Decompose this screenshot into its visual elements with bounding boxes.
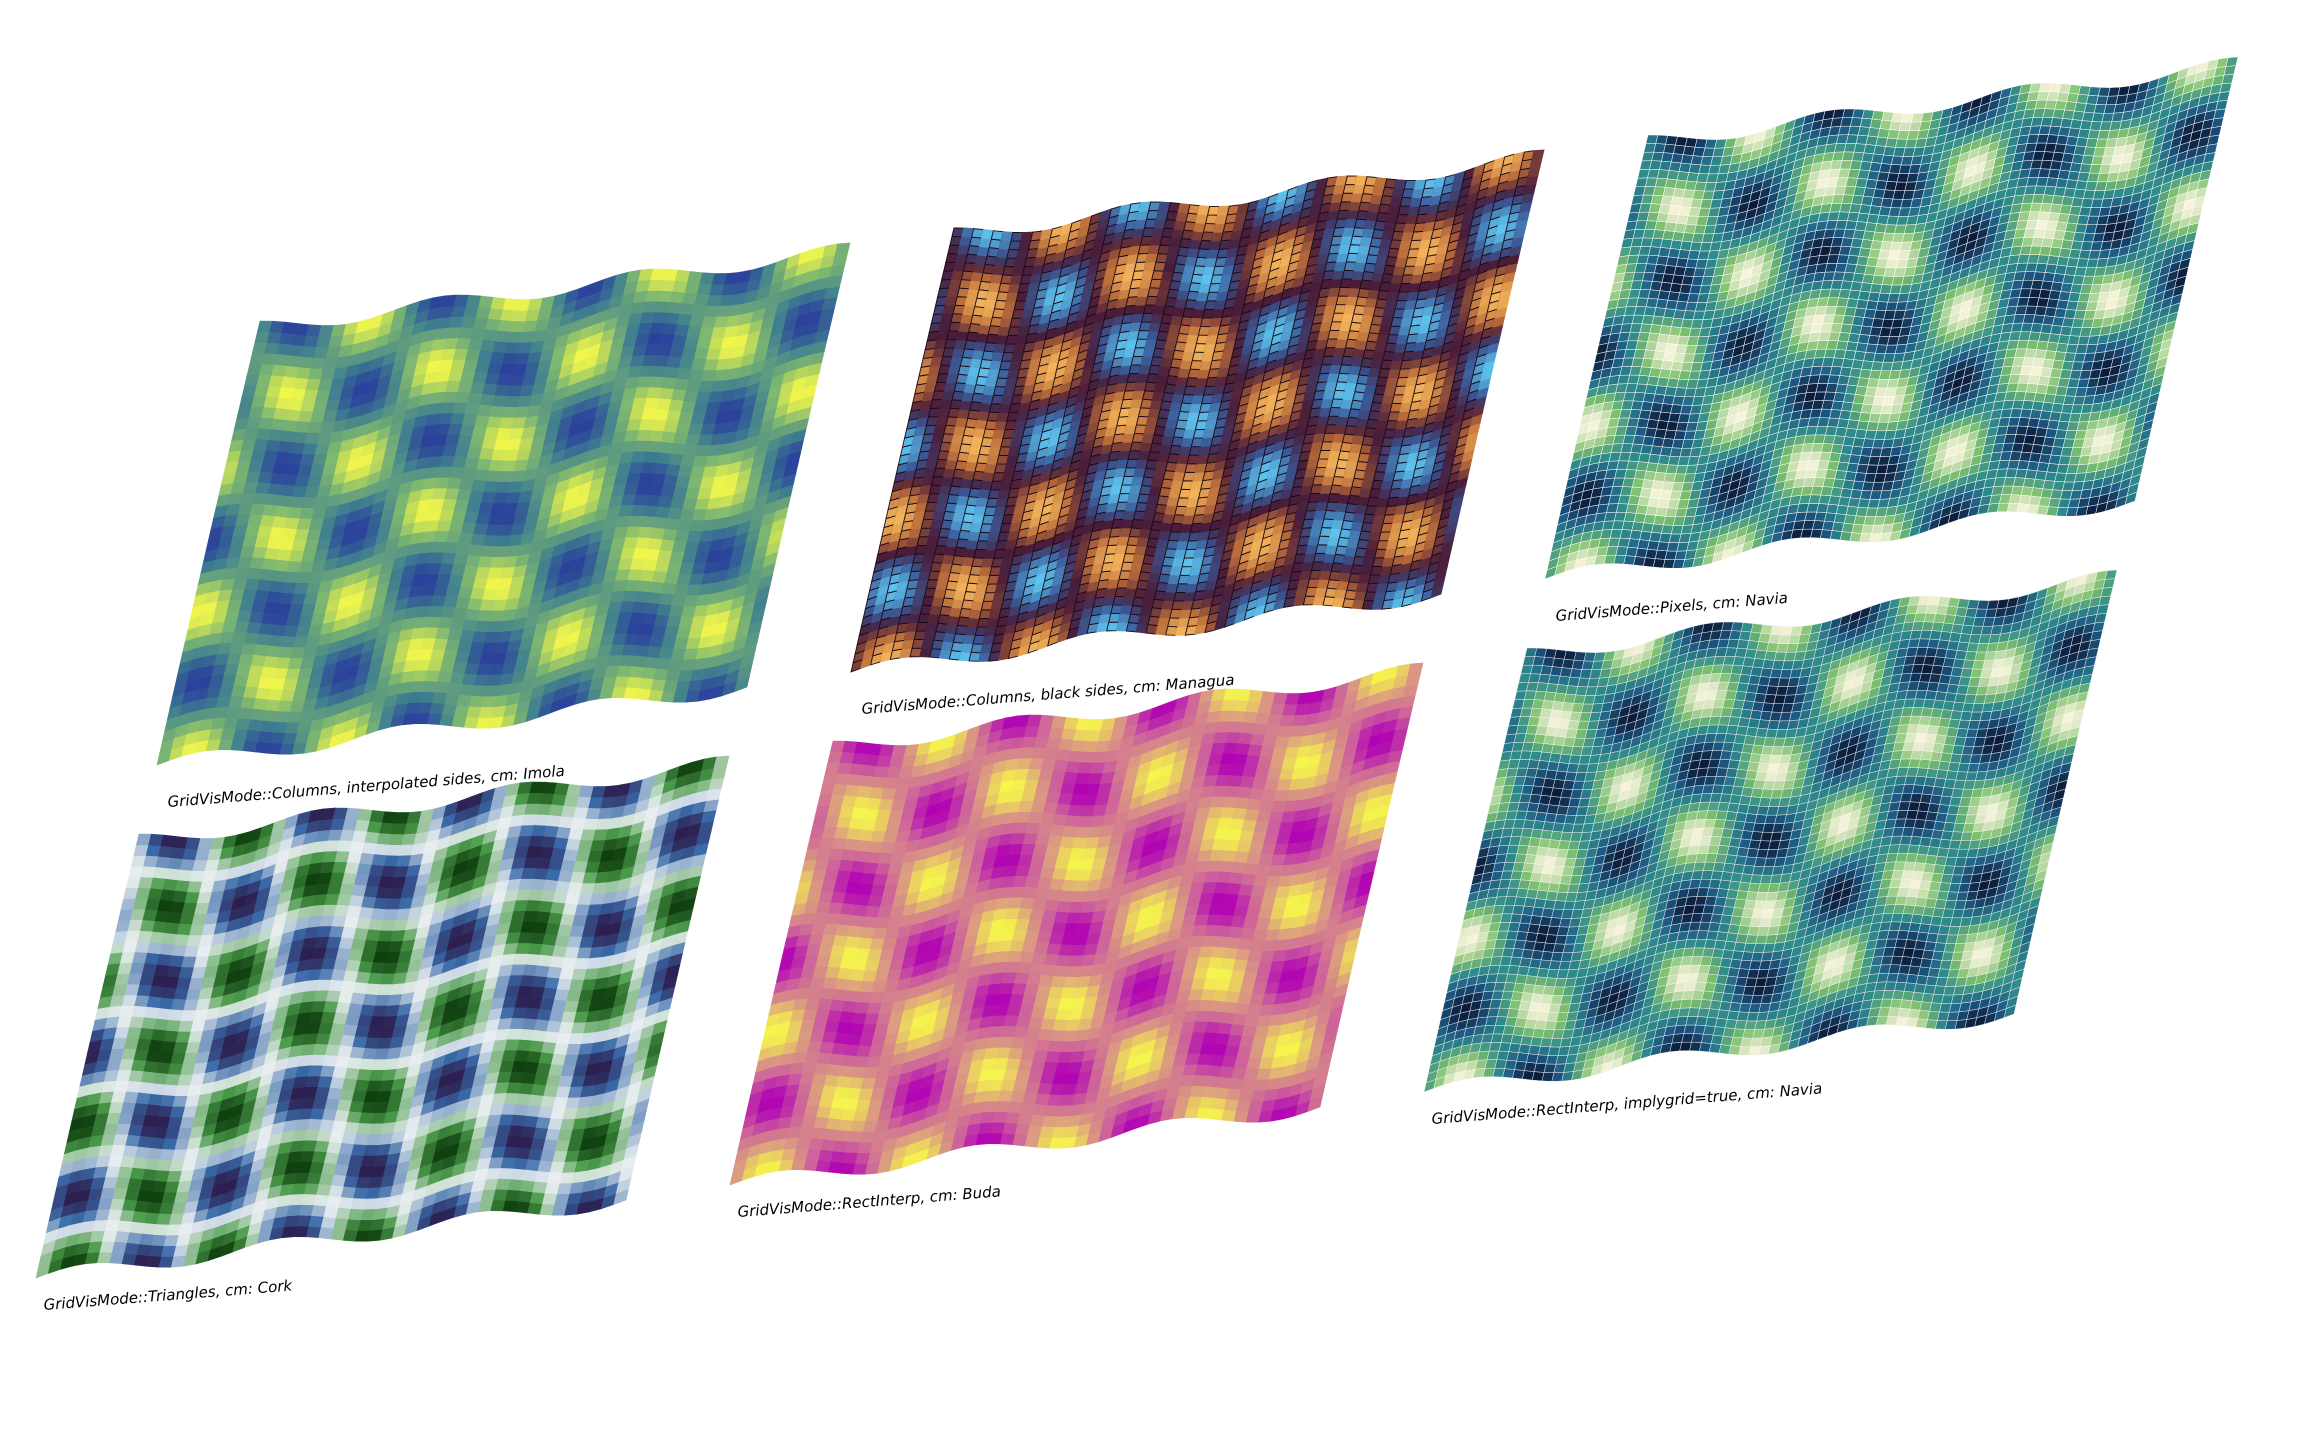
surface-plot: [1544, 56, 2239, 580]
surface-cell: [827, 275, 843, 289]
surface-cell: [829, 264, 846, 278]
surface-cell: [834, 242, 851, 256]
surface-cell: [832, 253, 848, 267]
surface-cell: [1525, 175, 1539, 187]
surface-cell: [1529, 158, 1543, 169]
panel-pixels: GridVisMode::Pixels, cm: Navia: [1544, 56, 2239, 625]
surface-plot: [850, 149, 1545, 673]
surface-cell: [1527, 166, 1541, 178]
panel-columns-black: GridVisMode::Columns, black sides, cm: M…: [850, 149, 1545, 718]
panel-columns-interpolated: GridVisMode::Columns, interpolated sides…: [156, 242, 851, 811]
surface-cell: [1531, 149, 1545, 160]
surface-plot: [156, 242, 851, 766]
